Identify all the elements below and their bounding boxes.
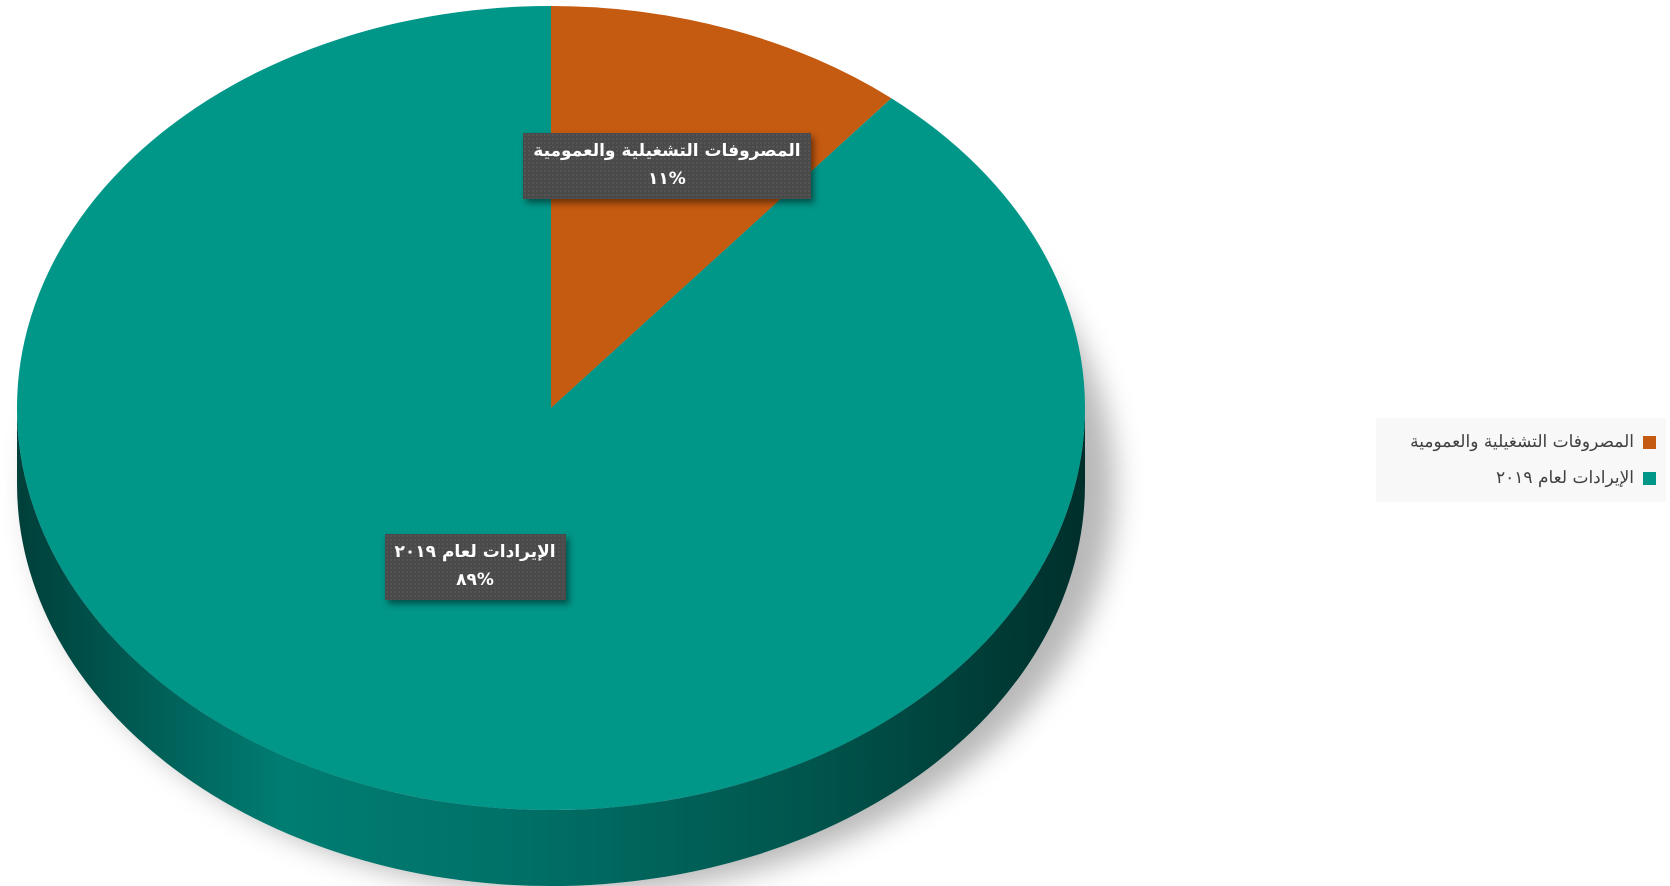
pie-side-revenue-2019 <box>17 408 1085 886</box>
legend-swatch-teal <box>1643 471 1656 485</box>
data-label-operating-expenses: المصروفات التشغيلية والعمومية %١١ <box>523 132 811 199</box>
pie-side-wall <box>17 408 1085 886</box>
data-label-revenue-2019: الإيرادات لعام ٢٠١٩ %٨٩ <box>384 533 566 600</box>
data-label-percent: %٨٩ <box>456 569 494 590</box>
data-label-category: الإيرادات لعام ٢٠١٩ <box>394 541 556 562</box>
pie-slices <box>16 6 1086 810</box>
pie-slice-operating-expenses[interactable] <box>551 6 892 408</box>
data-label-percent: %١١ <box>648 168 686 189</box>
legend-label: الإيرادات لعام ٢٠١٩ <box>1496 468 1634 488</box>
legend-label: المصروفات التشغيلية والعمومية <box>1410 432 1634 452</box>
pie-slice-revenue-2019[interactable] <box>16 6 1086 810</box>
chart-legend: المصروفات التشغيلية والعمومية الإيرادات … <box>1376 418 1666 502</box>
legend-item-revenue-2019[interactable]: الإيرادات لعام ٢٠١٩ <box>1386 460 1656 496</box>
data-label-category: المصروفات التشغيلية والعمومية <box>533 140 801 161</box>
legend-item-operating-expenses[interactable]: المصروفات التشغيلية والعمومية <box>1386 424 1656 460</box>
legend-swatch-orange <box>1643 435 1656 449</box>
